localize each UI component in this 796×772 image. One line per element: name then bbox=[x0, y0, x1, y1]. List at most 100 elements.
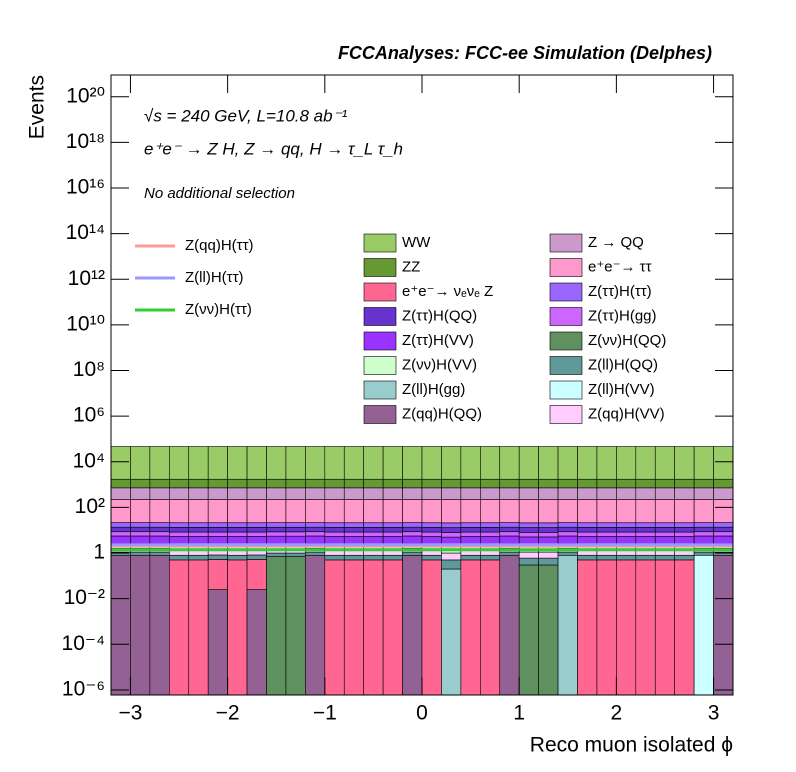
legend-label: Z(ll)H(gg) bbox=[402, 381, 465, 398]
x-tick-label: −2 bbox=[216, 702, 240, 725]
histogram-bar bbox=[693, 531, 714, 537]
histogram-bar bbox=[188, 446, 209, 480]
histogram-bar bbox=[616, 499, 637, 524]
histogram-bar bbox=[441, 522, 462, 528]
legend-swatch bbox=[363, 356, 397, 375]
legend-swatch bbox=[549, 258, 583, 277]
histogram-bar bbox=[343, 559, 364, 696]
histogram-bar bbox=[305, 554, 326, 696]
histogram-bar bbox=[266, 526, 287, 533]
histogram-bar bbox=[480, 487, 501, 500]
histogram-bar bbox=[538, 527, 559, 533]
x-tick-label: 2 bbox=[611, 702, 623, 725]
histogram-bar bbox=[616, 559, 637, 696]
histogram-bar bbox=[499, 478, 520, 489]
histogram-bar bbox=[324, 527, 345, 533]
legend-swatch bbox=[549, 380, 583, 400]
histogram-bar bbox=[713, 478, 734, 489]
histogram-bar bbox=[499, 554, 520, 696]
histogram-bar bbox=[421, 527, 442, 533]
histogram-bar bbox=[441, 499, 462, 524]
legend-label: Z(νν)H(ττ) bbox=[185, 301, 252, 318]
histogram-bar bbox=[130, 478, 151, 489]
histogram-bar bbox=[596, 554, 617, 561]
histogram-bar bbox=[616, 478, 637, 489]
histogram-bar bbox=[110, 531, 131, 537]
legend-label: Z(ττ)H(gg) bbox=[588, 307, 657, 324]
legend-label: Z(ll)H(ττ) bbox=[185, 269, 244, 286]
histogram-bar bbox=[207, 499, 228, 524]
histogram-bar bbox=[246, 554, 267, 560]
histogram-bar bbox=[674, 478, 695, 489]
legend-label: e⁺e⁻→ ττ bbox=[588, 258, 652, 275]
histogram-bar bbox=[538, 478, 559, 489]
histogram-bar bbox=[149, 499, 170, 523]
histogram-bar bbox=[596, 446, 617, 480]
histogram-bar bbox=[110, 554, 131, 696]
histogram-bar bbox=[460, 499, 481, 524]
histogram-bar bbox=[207, 478, 228, 489]
histogram-bar bbox=[557, 551, 578, 556]
histogram-bar bbox=[227, 527, 248, 533]
legend-label: Z(ττ)H(QQ) bbox=[402, 307, 477, 324]
histogram-bar bbox=[382, 522, 403, 528]
histogram-bar bbox=[305, 551, 326, 556]
histogram-bar bbox=[635, 531, 656, 537]
histogram-bar bbox=[343, 478, 364, 489]
histogram-bar bbox=[557, 446, 578, 480]
histogram-bar bbox=[382, 446, 403, 480]
histogram-bar bbox=[149, 522, 170, 528]
histogram-bar bbox=[616, 527, 637, 533]
histogram-bar bbox=[363, 478, 384, 489]
histogram-bar bbox=[460, 531, 481, 537]
histogram-bar bbox=[246, 559, 267, 590]
histogram-bar bbox=[324, 522, 345, 528]
histogram-bar bbox=[713, 531, 734, 537]
histogram-bar bbox=[674, 554, 695, 561]
histogram-bar bbox=[557, 522, 578, 528]
histogram-bar bbox=[207, 559, 228, 590]
histogram-bar bbox=[480, 499, 501, 524]
histogram-bar bbox=[693, 499, 714, 523]
histogram-bar bbox=[635, 527, 656, 533]
histogram-bar bbox=[518, 564, 539, 696]
histogram-bar bbox=[110, 522, 131, 528]
histogram-bar bbox=[188, 522, 209, 528]
histogram-bar bbox=[149, 535, 170, 544]
histogram-bar bbox=[596, 499, 617, 524]
histogram-bar bbox=[188, 554, 209, 561]
histogram-bar bbox=[421, 559, 442, 696]
chart-title: FCCAnalyses: FCC-ee Simulation (Delphes) bbox=[338, 43, 712, 63]
y-tick-label: 10²⁰ bbox=[66, 84, 105, 107]
y-axis-label: Events bbox=[26, 75, 49, 139]
histogram-bar bbox=[285, 499, 306, 523]
histogram-bar bbox=[110, 487, 131, 500]
histogram-bar bbox=[402, 526, 423, 533]
histogram-bar bbox=[441, 552, 462, 561]
histogram-bar bbox=[577, 522, 598, 528]
histogram-bar bbox=[227, 478, 248, 489]
histogram-bar bbox=[518, 557, 539, 566]
histogram-bar bbox=[596, 559, 617, 696]
histogram-bar bbox=[674, 499, 695, 524]
histogram-bar bbox=[654, 531, 675, 537]
histogram-bar bbox=[169, 499, 190, 524]
legend-label: Z(νν)H(QQ) bbox=[588, 332, 666, 349]
histogram-bar bbox=[557, 526, 578, 533]
histogram-bar bbox=[130, 487, 151, 500]
histogram-bar bbox=[382, 478, 403, 489]
histogram-bar bbox=[305, 535, 326, 544]
histogram-bar bbox=[596, 531, 617, 537]
legend-swatch bbox=[363, 258, 397, 277]
histogram-bar bbox=[266, 487, 287, 500]
histogram-bar bbox=[538, 446, 559, 480]
histogram-bar bbox=[305, 478, 326, 489]
histogram-bar bbox=[305, 531, 326, 537]
histogram-bar bbox=[518, 551, 539, 559]
histogram-bar bbox=[266, 478, 287, 489]
histogram-bar bbox=[188, 559, 209, 696]
y-tick-label: 10¹⁸ bbox=[66, 130, 105, 153]
histogram-bar bbox=[635, 487, 656, 500]
legend-swatch bbox=[549, 282, 583, 302]
